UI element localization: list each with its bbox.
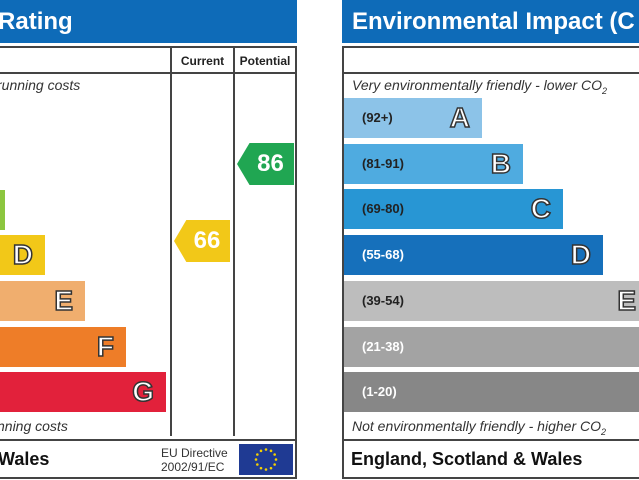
band-range: (21-38) bbox=[362, 338, 404, 354]
footer-region: England, Scotland & Wales bbox=[351, 449, 583, 469]
flag-star bbox=[264, 448, 268, 451]
flag-star bbox=[254, 458, 258, 461]
band-range: (39-54) bbox=[362, 292, 404, 308]
band-f: F bbox=[0, 327, 126, 367]
flag-star bbox=[273, 463, 276, 466]
energy-table: Current Potential bbox=[0, 46, 297, 479]
top-note: Very environmentally friendly - lower CO… bbox=[352, 77, 608, 96]
band-range: (55-68) bbox=[362, 247, 404, 263]
band-row6: (1-20) bbox=[344, 372, 639, 413]
band-d: D bbox=[0, 235, 45, 275]
band-c: (69-80) C bbox=[344, 189, 563, 230]
flag-star bbox=[259, 466, 263, 470]
band-d: (55-68) D bbox=[344, 235, 603, 276]
band-range: (1-20) bbox=[362, 384, 397, 400]
band-letter: C bbox=[530, 193, 552, 226]
band-a: (92+) A bbox=[344, 98, 482, 138]
band-c bbox=[0, 190, 5, 230]
band-letter: A bbox=[449, 101, 471, 134]
current-header: Current bbox=[180, 54, 225, 68]
band-letter: F bbox=[96, 330, 115, 363]
flag-star bbox=[273, 453, 276, 456]
band-letter: G bbox=[131, 375, 154, 408]
energy-rating-panel: y Rating Current Potential running costs… bbox=[0, 0, 300, 480]
band-letter: D bbox=[12, 238, 34, 271]
potential-header: Potential bbox=[239, 54, 291, 68]
flag-star bbox=[269, 466, 273, 470]
energy-title: y Rating bbox=[0, 0, 297, 43]
current-rating-arrow: 66 bbox=[174, 220, 230, 262]
flag-star bbox=[256, 453, 259, 456]
top-note: running costs bbox=[0, 77, 81, 93]
band-range: (92+) bbox=[362, 110, 393, 125]
flag-star bbox=[269, 449, 273, 453]
flag-star bbox=[259, 449, 263, 453]
bottom-note: Not environmentally friendly - higher CO… bbox=[352, 418, 607, 437]
band-range: (81-91) bbox=[362, 155, 404, 171]
environmental-table bbox=[342, 46, 639, 479]
flag-star bbox=[256, 463, 259, 466]
band-letter: B bbox=[490, 147, 512, 180]
eu-flag-icon bbox=[239, 444, 293, 475]
bottom-note: nning costs bbox=[0, 418, 68, 434]
environmental-impact-panel: Environmental Impact (C Very environment… bbox=[342, 0, 639, 480]
eu-directive: EU Directive 2002/91/EC bbox=[161, 446, 228, 474]
potential-rating-arrow: 86 bbox=[237, 143, 294, 185]
environmental-title: Environmental Impact (C bbox=[342, 0, 639, 43]
band-letter: E bbox=[617, 284, 637, 317]
band-range: (69-80) bbox=[362, 201, 404, 217]
band-row5: (21-38) bbox=[344, 326, 639, 367]
band-letter: E bbox=[54, 284, 74, 317]
flag-star bbox=[274, 458, 278, 461]
band-e: (39-54) E bbox=[344, 280, 639, 321]
band-g: G bbox=[0, 372, 166, 412]
band-b: (81-91) B bbox=[344, 143, 523, 184]
flag-star bbox=[264, 468, 268, 471]
footer-region: Wales bbox=[0, 449, 50, 469]
band-letter: D bbox=[570, 238, 592, 271]
band-e: E bbox=[0, 281, 85, 321]
